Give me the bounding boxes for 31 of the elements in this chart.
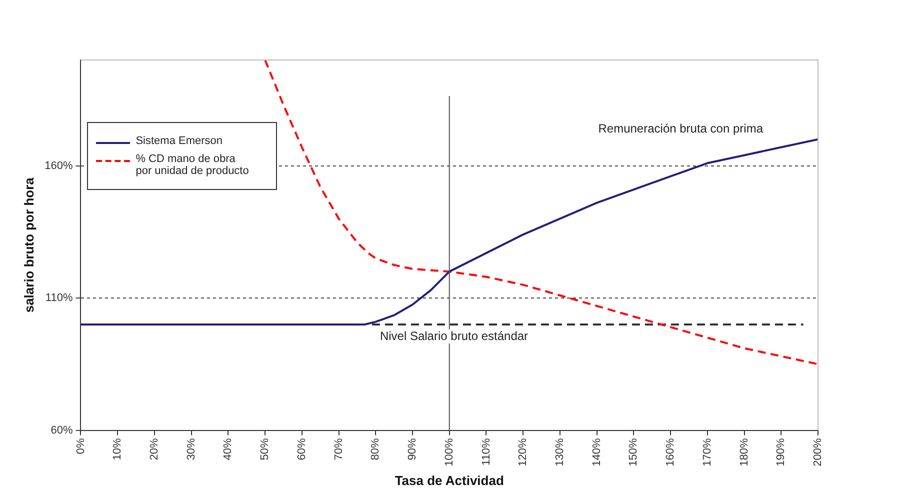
- y-tick-label: 110%: [45, 292, 73, 304]
- x-tick-label: 150%: [628, 438, 640, 466]
- x-tick-label: 130%: [554, 438, 566, 466]
- x-tick-label: 70%: [332, 438, 345, 460]
- x-tick-label: 140%: [590, 438, 603, 466]
- x-tick-label: 160%: [664, 438, 677, 466]
- legend-label: Sistema Emerson: [136, 135, 223, 147]
- x-tick-label: 80%: [370, 438, 382, 460]
- y-axis-title: salario bruto por hora: [21, 176, 36, 313]
- x-tick-label: 100%: [443, 438, 456, 466]
- y-tick-label: 160%: [44, 160, 73, 172]
- x-tick-label: 50%: [259, 438, 272, 460]
- x-tick-label: 10%: [112, 438, 124, 460]
- x-tick-label: 180%: [738, 438, 750, 466]
- line-series: [264, 60, 818, 366]
- legend-label: % CD mano de obra por unidad de producto: [136, 153, 250, 177]
- x-tick-label: 120%: [517, 438, 530, 466]
- x-tick-label: 170%: [701, 438, 714, 466]
- x-tick-label: 200%: [812, 438, 824, 466]
- y-tick-label: 60%: [50, 424, 73, 436]
- x-tick-label: 20%: [148, 438, 160, 460]
- x-tick-label: 60%: [296, 438, 308, 460]
- annotation: Nivel Salario bruto estándar: [380, 328, 528, 343]
- x-tick-label: 0%: [74, 438, 87, 454]
- x-tick-label: 30%: [185, 438, 198, 460]
- x-tick-label: 40%: [222, 438, 234, 460]
- x-tick-label: 110%: [480, 438, 492, 466]
- x-tick-label: 190%: [775, 438, 788, 466]
- x-axis-title: Tasa de Actividad: [394, 472, 504, 488]
- x-tick-label: 90%: [406, 438, 419, 460]
- annotation: Remuneración bruta con prima: [598, 122, 764, 136]
